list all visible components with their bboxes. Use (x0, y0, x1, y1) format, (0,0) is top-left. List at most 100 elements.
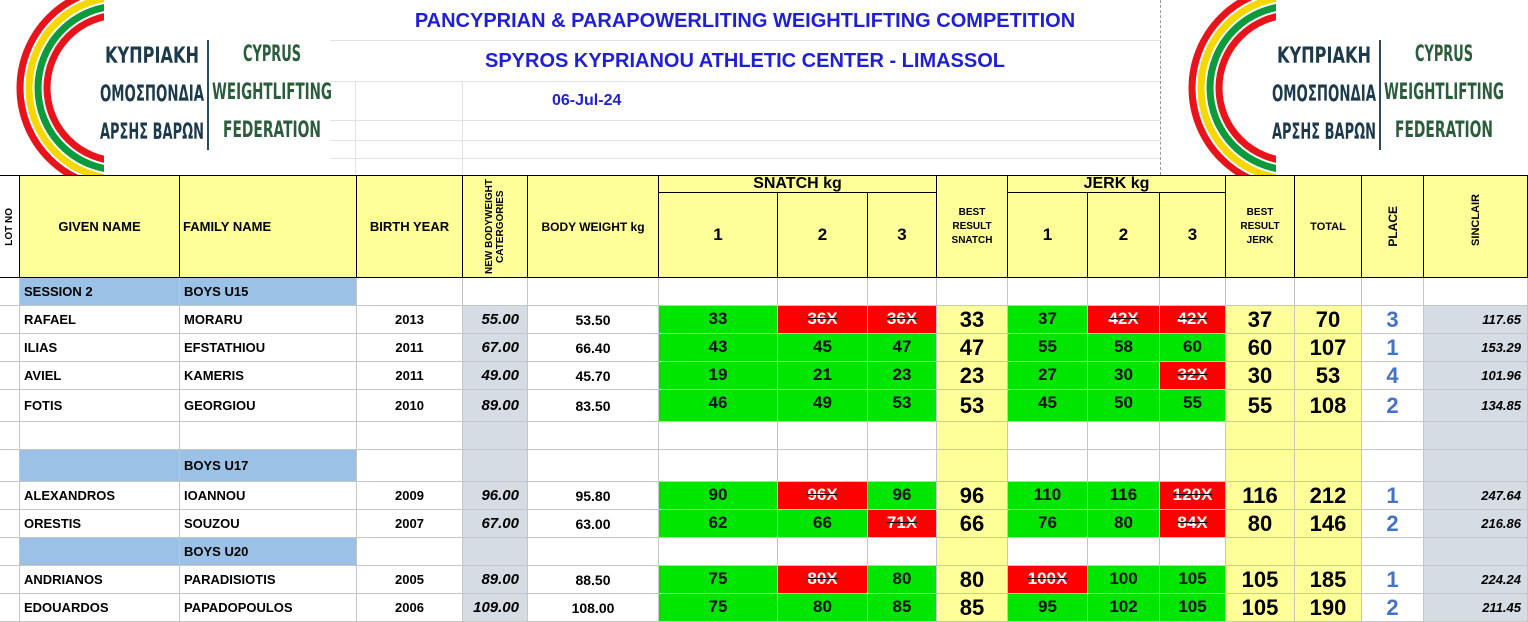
best-jerk-text: 105 (1241, 594, 1279, 620)
attempt-text: 55 (1038, 337, 1057, 356)
cell (0, 594, 20, 622)
col-header: LOT NO (0, 175, 20, 278)
col-header: PLACE (1362, 175, 1424, 278)
best-snatch: 80 (937, 566, 1008, 594)
category: 67.00 (463, 510, 528, 538)
given-name: ALEXANDROS (20, 482, 180, 510)
cell (937, 538, 1008, 566)
attempt-text: 60 (1183, 337, 1202, 356)
attempt-text: 80 (1114, 513, 1133, 532)
logo-rings (1188, 0, 1276, 175)
cell (528, 538, 659, 566)
best-jerk-text: 80 (1247, 510, 1273, 536)
cell (1424, 538, 1528, 566)
cell (1088, 278, 1160, 306)
attempt-text: 42X (1177, 309, 1208, 328)
best-jerk: 37 (1226, 306, 1295, 334)
family-name-text: PARADISIOTIS (184, 572, 276, 587)
family-name: PARADISIOTIS (180, 566, 357, 594)
attempt-text: 43 (708, 337, 728, 356)
given-name: RAFAEL (20, 306, 180, 334)
cell (1295, 278, 1362, 306)
cell (0, 482, 20, 510)
cell (1008, 422, 1088, 450)
best-snatch: 23 (937, 362, 1008, 390)
best-snatch-text: 53 (959, 392, 985, 418)
grid-line (462, 81, 463, 175)
category: 109.00 (463, 594, 528, 622)
category: 89.00 (463, 390, 528, 422)
logo-text: FEDERATION (1395, 118, 1493, 143)
attempt: 96 (868, 482, 937, 510)
cell (778, 278, 868, 306)
col-header-text: SNATCH kg (753, 175, 842, 192)
col-header-text: GIVEN NAME (58, 219, 141, 234)
attempt: 32X (1160, 362, 1226, 390)
sinclair: 153.29 (1424, 334, 1528, 362)
col-header-text: SINCLAIR (1469, 194, 1482, 246)
place: 1 (1362, 482, 1424, 510)
attempt-text: 36X (886, 309, 918, 328)
total-text: 108 (1309, 392, 1347, 418)
cell (868, 450, 937, 482)
attempt-text: 21 (813, 365, 832, 384)
col-header-text: PLACE (1385, 206, 1400, 247)
best-snatch-text: 96 (959, 482, 985, 508)
cell (659, 278, 778, 306)
given-name-text: ORESTIS (24, 516, 82, 531)
best-snatch: 85 (937, 594, 1008, 622)
logo-text: ΑΡΣΗΣ ΒΑΡΩΝ (100, 120, 204, 145)
cell (1008, 450, 1088, 482)
cell (20, 538, 180, 566)
given-name-text: EDOUARDOS (24, 600, 109, 615)
given-name-text: ANDRIANOS (24, 572, 103, 587)
attempt: 116 (1088, 482, 1160, 510)
attempt-text: 36X (807, 309, 838, 328)
cell (1362, 450, 1424, 482)
birth-year: 2005 (357, 566, 463, 594)
birth-year-text: 2006 (395, 600, 424, 615)
col-header: SINCLAIR (1424, 175, 1528, 278)
cell (357, 450, 463, 482)
body-weight-text: 63.00 (575, 515, 611, 532)
attempt: 60 (1160, 334, 1226, 362)
cell (1160, 422, 1226, 450)
birth-year-text: 2010 (395, 398, 424, 413)
col-header: TOTAL (1295, 175, 1362, 278)
birth-year-text: 2009 (395, 488, 424, 503)
category-text: 96.00 (481, 487, 519, 504)
category-text: 109.00 (473, 599, 519, 616)
best-jerk-text: 37 (1247, 306, 1273, 332)
total-text: 53 (1315, 362, 1341, 388)
attempt-text: 47 (892, 337, 912, 356)
best-jerk-text: 116 (1242, 482, 1278, 508)
body-weight-text: 66.40 (575, 339, 611, 356)
body-weight: 108.00 (528, 594, 659, 622)
attempt: 80 (778, 594, 868, 622)
cell (1226, 450, 1295, 482)
cell (0, 450, 20, 482)
cell (357, 422, 463, 450)
given-name: AVIEL (20, 362, 180, 390)
family-name-text: EFSTATHIOU (184, 340, 266, 355)
grid-line (330, 120, 1160, 121)
family-name: PAPADOPOULOS (180, 594, 357, 622)
logo-text: WEIGHTLIFTING (212, 80, 332, 105)
cell (1160, 450, 1226, 482)
attempt-text: 105 (1178, 597, 1207, 616)
attempt: 96X (778, 482, 868, 510)
col-header-text: LOT NO (4, 207, 15, 246)
attempt: 85 (868, 594, 937, 622)
best-jerk: 30 (1226, 362, 1295, 390)
attempt-number: 1 (1008, 193, 1088, 278)
cell (0, 306, 20, 334)
section-label: SESSION 2 (20, 278, 180, 306)
cell (0, 390, 20, 422)
attempt-text: 110 (1033, 485, 1062, 504)
given-name-text: FOTIS (24, 398, 63, 413)
col-header-text: FAMILY NAME (183, 219, 272, 234)
attempt-text: 80X (807, 569, 838, 588)
ring (34, 4, 104, 172)
attempt: 47 (868, 334, 937, 362)
attempt-text: 23 (892, 365, 912, 384)
